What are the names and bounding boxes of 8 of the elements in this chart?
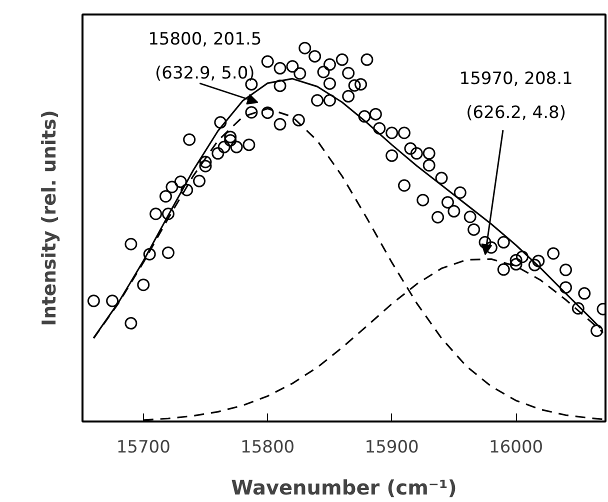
x-axis-title: Wavenumber (cm⁻¹): [231, 476, 457, 500]
x-tick-label: 15900: [364, 438, 419, 458]
annotation: 15970, 208.1 (626.2, 4.8): [459, 68, 573, 123]
x-tick-label: 15800: [240, 438, 295, 458]
annotation: 15800, 201.5 (632.9, 5.0): [148, 29, 262, 84]
x-tick-label: 15700: [116, 438, 170, 458]
y-axis-title: Intensity (rel. units): [38, 110, 60, 326]
x-tick-label: 16000: [489, 438, 544, 458]
